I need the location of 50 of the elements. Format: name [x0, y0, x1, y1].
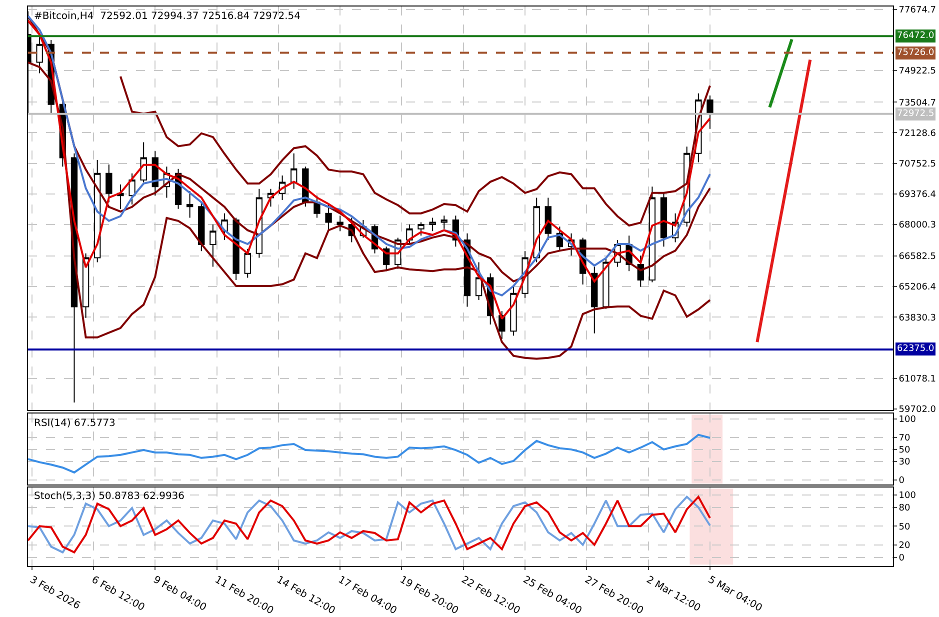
candlestick: [660, 192, 668, 248]
y-tick-label: 69376.4: [898, 190, 936, 200]
candlestick: [440, 215, 448, 230]
y-tick-label: 68000.3: [898, 220, 936, 231]
y-tick-label: 100: [898, 491, 916, 502]
y-tick-label: 0: [898, 476, 905, 486]
line-series: [119, 75, 711, 227]
line-series: [28, 61, 711, 360]
y-tick-label: 80: [898, 504, 911, 514]
candlestick: [336, 215, 344, 232]
line-series: [28, 434, 711, 474]
y-tick-label: 74922.5: [898, 66, 936, 77]
candlestick: [106, 164, 112, 203]
ref-line-label: 62375.0: [897, 344, 934, 354]
ref-line-label: 76472.0: [897, 31, 934, 41]
candlestick: [290, 152, 298, 190]
y-tick-label: 20: [898, 540, 911, 551]
candlestick: [210, 224, 216, 268]
y-tick-label: 73504.7: [898, 98, 936, 108]
candlestick: [325, 204, 332, 232]
candlestick: [706, 95, 714, 130]
candlestick: [591, 266, 598, 334]
candlestick: [314, 195, 320, 218]
y-tick-label: 50: [898, 522, 911, 532]
candlestick: [429, 217, 436, 232]
chart-title: Stoch(5,3,3) 50.8783 62.9936: [34, 491, 185, 502]
candlestick: [198, 202, 205, 252]
y-tick-label: 0: [898, 553, 905, 564]
y-tick-label: 70: [898, 433, 911, 444]
candlestick: [244, 248, 251, 278]
ref-line-label: 72972.5: [897, 109, 934, 119]
y-tick-label: 59702.0: [898, 405, 936, 416]
y-tick-label: 61078.1: [898, 374, 936, 384]
y-tick-label: 30: [898, 458, 911, 468]
y-tick-label: 63830.3: [898, 313, 936, 324]
y-tick-label: 100: [898, 415, 916, 426]
candlestick: [117, 184, 124, 210]
y-tick-label: 50: [898, 446, 911, 456]
candlestick: [186, 190, 194, 218]
chart-title: RSI(14) 67.5773: [34, 418, 116, 429]
y-tick-label: 65206.4: [898, 282, 936, 293]
candlestick: [418, 222, 424, 236]
text: #Bitcoin,H4 72592.01 72994.37 72516.84 72972.54: [34, 11, 300, 22]
ref-line-label: 75726.0: [897, 48, 934, 58]
y-tick-label: 70752.5: [898, 159, 936, 170]
candlestick: [128, 172, 136, 205]
y-tick-label: 77674.7: [898, 6, 936, 16]
y-tick-label: 72128.6: [898, 128, 936, 139]
candlestick: [36, 35, 43, 74]
y-tick-label: 66582.5: [898, 252, 936, 262]
